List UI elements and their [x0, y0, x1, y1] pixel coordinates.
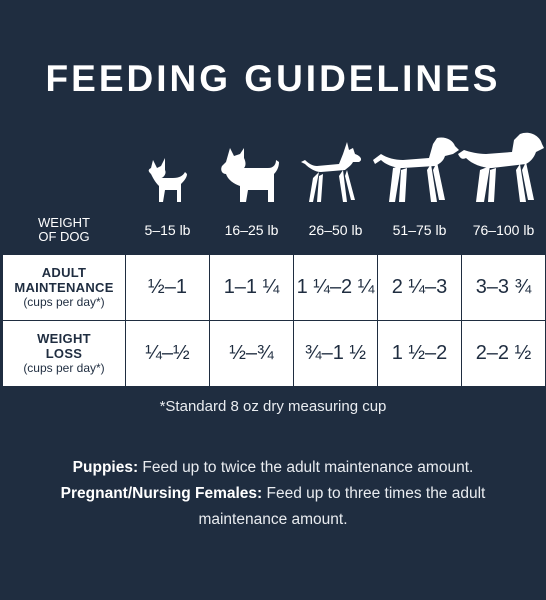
weight-col-4: 51–75 lb	[377, 205, 462, 255]
golden-retriever-icon	[458, 132, 544, 202]
feeding-table: WEIGHT OF DOG 5–15 lb 16–25 lb 26–50 lb …	[2, 205, 546, 387]
weight-header-line1: WEIGHT	[38, 215, 90, 230]
row-label-line1: ADULT	[41, 265, 87, 280]
pregnant-text: Feed up to three times the adult mainten…	[198, 485, 486, 528]
table-header-row: WEIGHT OF DOG 5–15 lb 16–25 lb 26–50 lb …	[2, 205, 546, 255]
chihuahua-icon	[148, 158, 187, 202]
weight-col-3: 26–50 lb	[293, 205, 378, 255]
terrier-icon	[221, 148, 279, 202]
table-cell: 1 ½–2	[377, 320, 462, 387]
pregnant-note: Pregnant/Nursing Females: Feed up to thr…	[20, 481, 526, 533]
table-cell: 2–2 ½	[461, 320, 546, 387]
pregnant-label: Pregnant/Nursing Females:	[60, 485, 263, 502]
table-row-weight-loss: WEIGHT LOSS (cups per day*) ¼–½ ½–¾ ¾–1 …	[2, 320, 546, 387]
table-cell: 3–3 ¾	[461, 254, 546, 321]
table-cell: 2 ¼–3	[377, 254, 462, 321]
weight-col-1: 5–15 lb	[125, 205, 210, 255]
weight-header-label: WEIGHT OF DOG	[2, 205, 126, 255]
weight-col-5: 76–100 lb	[461, 205, 546, 255]
row-label-weight-loss: WEIGHT LOSS (cups per day*)	[2, 320, 126, 387]
row-label-line2: MAINTENANCE	[14, 280, 114, 295]
weight-header-line2: OF DOG	[38, 229, 90, 244]
page-title: FEEDING GUIDELINES	[45, 58, 501, 99]
puppies-note: Puppies: Feed up to twice the adult main…	[20, 455, 526, 481]
table-cell: 1–1 ¼	[209, 254, 294, 321]
weight-col-2: 16–25 lb	[209, 205, 294, 255]
measuring-cup-footnote: *Standard 8 oz dry measuring cup	[159, 398, 387, 415]
row-label-adult-maintenance: ADULT MAINTENANCE (cups per day*)	[2, 254, 126, 321]
row-label-line2: LOSS	[45, 346, 83, 361]
row-label-sub: (cups per day*)	[23, 295, 105, 309]
labrador-icon	[373, 137, 459, 202]
table-cell: ¼–½	[125, 320, 210, 387]
row-label-sub: (cups per day*)	[23, 361, 105, 375]
doberman-icon	[301, 142, 362, 202]
table-cell: ½–1	[125, 254, 210, 321]
table-cell: 1 ¼–2 ¼	[293, 254, 378, 321]
row-label-line1: WEIGHT	[37, 331, 91, 346]
puppies-label: Puppies:	[72, 459, 139, 476]
table-row-adult-maintenance: ADULT MAINTENANCE (cups per day*) ½–1 1–…	[2, 254, 546, 321]
special-feeding-notes: Puppies: Feed up to twice the adult main…	[20, 455, 526, 533]
puppies-text: Feed up to twice the adult maintenance a…	[138, 459, 474, 476]
dog-size-icons	[0, 128, 546, 204]
table-cell: ½–¾	[209, 320, 294, 387]
table-cell: ¾–1 ½	[293, 320, 378, 387]
